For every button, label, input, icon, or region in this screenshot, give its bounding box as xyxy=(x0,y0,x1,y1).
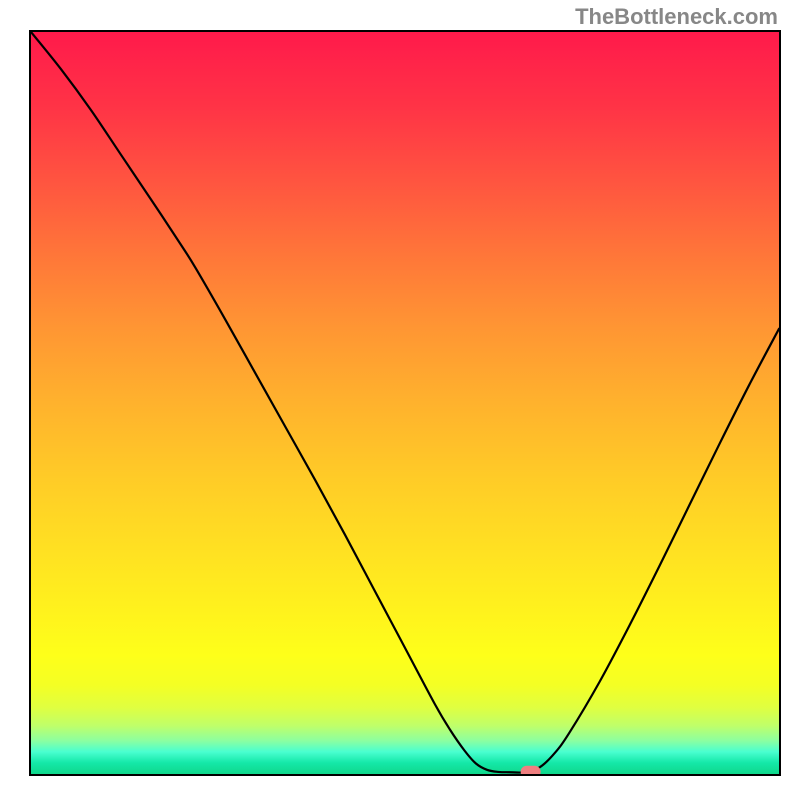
chart-svg xyxy=(29,30,781,776)
gradient-background xyxy=(31,32,779,774)
plot-area xyxy=(29,30,781,776)
chart-container: TheBottleneck.com xyxy=(0,0,800,800)
watermark-label: TheBottleneck.com xyxy=(575,4,778,30)
